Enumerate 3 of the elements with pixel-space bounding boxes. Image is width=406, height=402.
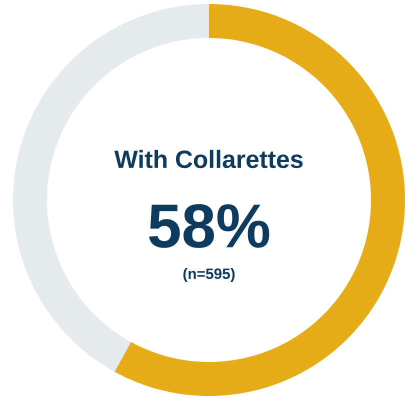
text: With Collarettes (114, 150, 303, 168)
text: (n=595) (183, 268, 235, 282)
data-label: 58% (149, 204, 270, 248)
